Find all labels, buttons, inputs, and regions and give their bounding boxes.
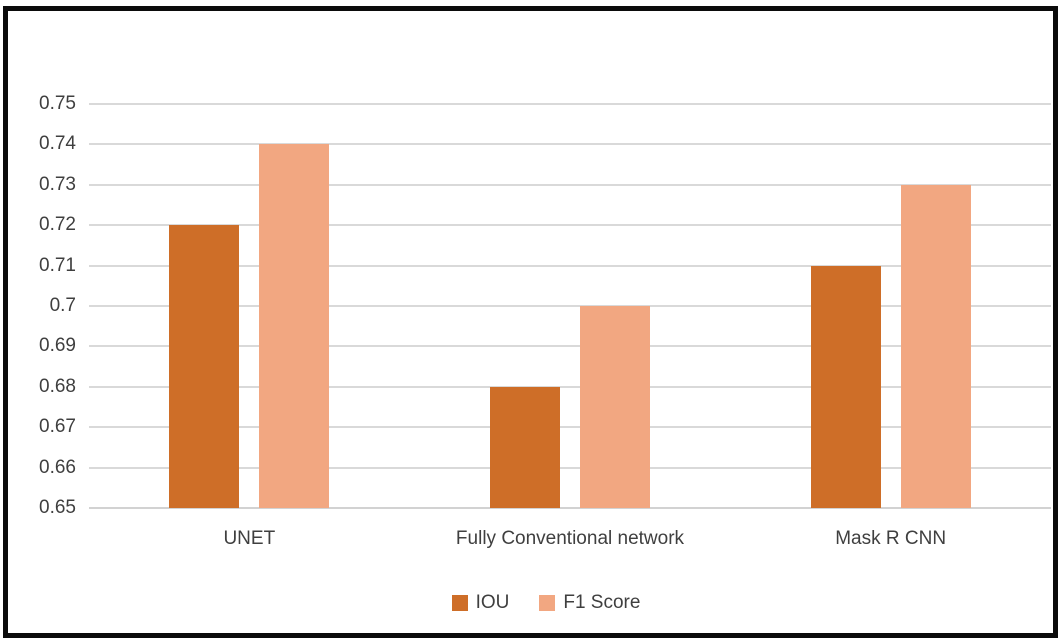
legend-item-f1-score: F1 Score [539, 592, 640, 614]
y-axis-tick-label: 0.75 [39, 93, 76, 114]
y-axis-tick-label: 0.65 [39, 497, 76, 518]
gridline [89, 183, 1051, 186]
gridline [89, 224, 1051, 227]
gridline [89, 103, 1051, 105]
legend-item-iou: IOU [451, 592, 510, 614]
x-axis-category-label-fully-conventional-network: Fully Conventional network [455, 528, 685, 549]
bar-fully-conventional-network-iou [490, 386, 560, 508]
bar-fully-conventional-network-f1-score [580, 306, 650, 508]
y-axis-tick-label: 0.73 [39, 173, 76, 195]
gridline [89, 264, 1051, 267]
gridline [89, 426, 1051, 429]
y-axis-tick-label: 0.7 [49, 295, 76, 316]
bar-mask-r-cnn-iou [810, 265, 881, 508]
bar-mask-r-cnn-f1-score [900, 184, 971, 508]
y-axis-tick-label: 0.74 [39, 133, 76, 155]
gridline [89, 466, 1051, 469]
y-axis-tick-label: 0.66 [39, 456, 76, 478]
bar-unet-f1-score [259, 144, 330, 508]
y-axis-tick-label: 0.72 [39, 214, 76, 236]
legend-label-f1-score: F1 Score [563, 592, 641, 613]
x-axis-line [89, 507, 1051, 509]
legend-swatch-f1-score [539, 595, 556, 611]
y-axis-tick-label: 0.68 [39, 375, 76, 397]
y-axis-tick-label: 0.69 [39, 335, 76, 357]
y-axis-tick-label: 0.67 [39, 416, 76, 438]
bar-unet-iou [169, 225, 240, 508]
legend-label-iou: IOU [475, 592, 510, 613]
gridline [89, 385, 1051, 388]
chart-legend: IOU F1 Score [65, 592, 1027, 614]
x-axis-category-label-unet: UNET [223, 528, 276, 549]
y-axis-tick-label: 0.71 [39, 254, 76, 276]
gridline [89, 305, 1051, 307]
legend-swatch-iou [451, 595, 468, 611]
gridline [89, 143, 1051, 146]
x-axis-category-label-mask-r-cnn: Mask R CNN [835, 528, 947, 549]
gridline [89, 345, 1051, 348]
